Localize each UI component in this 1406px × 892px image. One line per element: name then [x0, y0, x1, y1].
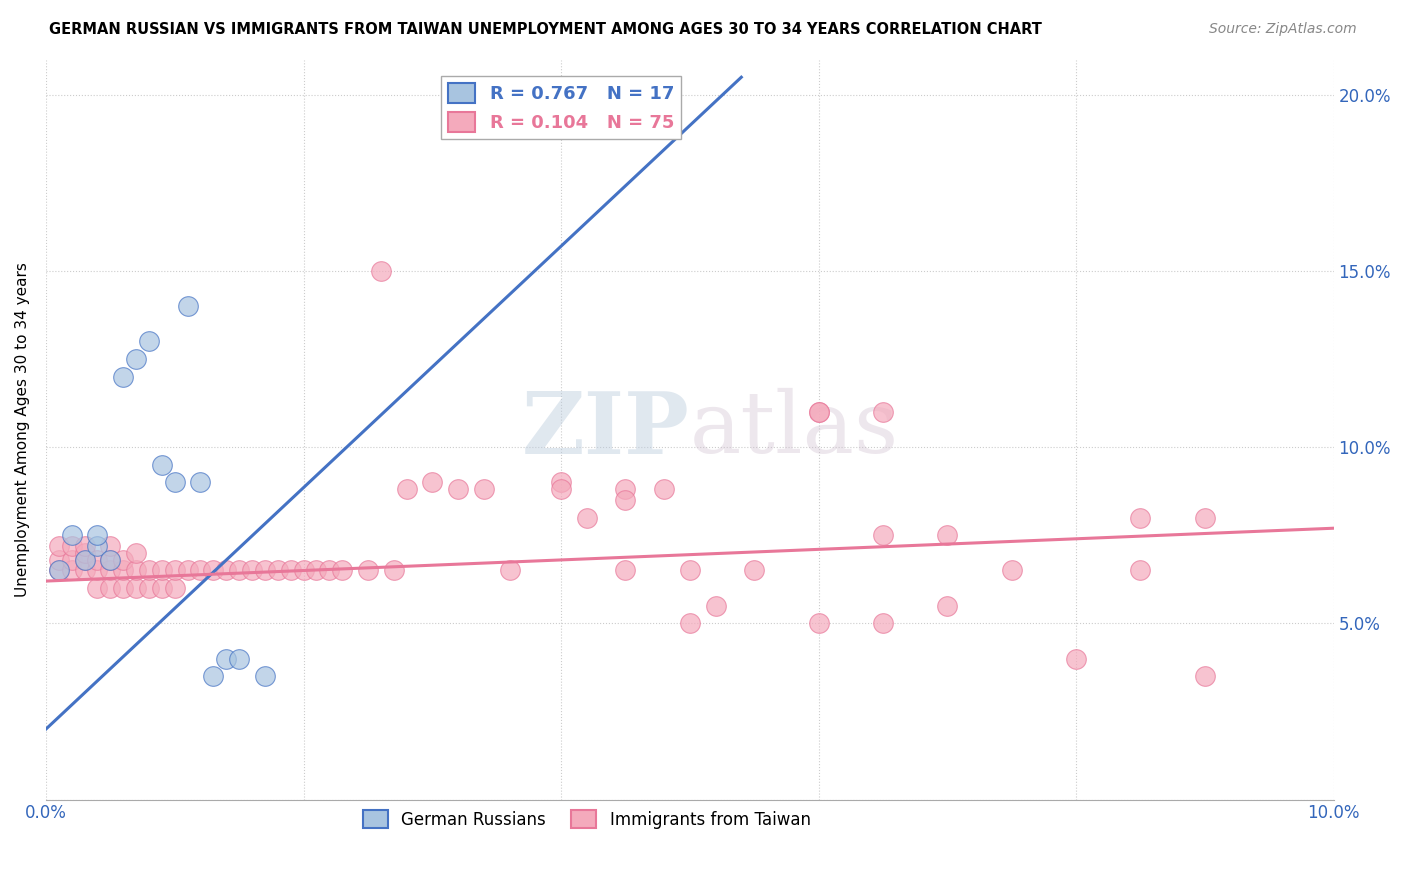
Point: [1194, 669, 1216, 683]
Point: [150, 581, 173, 595]
Point: [240, 564, 263, 578]
Point: [1194, 510, 1216, 524]
Point: [872, 405, 894, 419]
Point: [112, 581, 135, 595]
Point: [614, 564, 637, 578]
Point: [86, 528, 108, 542]
Point: [652, 483, 675, 497]
Point: [112, 553, 135, 567]
Point: [1064, 651, 1087, 665]
Point: [190, 564, 212, 578]
Point: [48, 539, 70, 553]
Point: [253, 669, 276, 683]
Point: [936, 599, 959, 613]
Text: GERMAN RUSSIAN VS IMMIGRANTS FROM TAIWAN UNEMPLOYMENT AMONG AGES 30 TO 34 YEARS : GERMAN RUSSIAN VS IMMIGRANTS FROM TAIWAN…: [49, 22, 1042, 37]
Point: [138, 581, 160, 595]
Point: [112, 564, 135, 578]
Point: [679, 616, 702, 631]
Point: [1129, 510, 1152, 524]
Point: [125, 352, 148, 367]
Point: [202, 564, 225, 578]
Point: [73, 546, 96, 560]
Point: [305, 564, 328, 578]
Point: [112, 369, 135, 384]
Point: [138, 334, 160, 349]
Text: atlas: atlas: [690, 388, 898, 471]
Point: [98, 553, 121, 567]
Point: [228, 651, 250, 665]
Point: [498, 564, 520, 578]
Point: [86, 564, 108, 578]
Point: [1001, 564, 1024, 578]
Point: [125, 564, 148, 578]
Point: [614, 483, 637, 497]
Point: [73, 539, 96, 553]
Point: [73, 564, 96, 578]
Point: [98, 553, 121, 567]
Point: [267, 564, 290, 578]
Point: [176, 299, 198, 313]
Point: [73, 553, 96, 567]
Point: [330, 564, 353, 578]
Point: [86, 553, 108, 567]
Point: [614, 493, 637, 508]
Text: Source: ZipAtlas.com: Source: ZipAtlas.com: [1209, 22, 1357, 37]
Point: [86, 581, 108, 595]
Point: [807, 405, 830, 419]
Point: [202, 669, 225, 683]
Point: [48, 553, 70, 567]
Point: [253, 564, 276, 578]
Point: [150, 458, 173, 472]
Point: [228, 564, 250, 578]
Point: [86, 539, 108, 553]
Point: [176, 564, 198, 578]
Text: ZIP: ZIP: [522, 387, 690, 472]
Point: [48, 564, 70, 578]
Point: [98, 564, 121, 578]
Point: [679, 564, 702, 578]
Point: [318, 564, 340, 578]
Point: [125, 546, 148, 560]
Point: [550, 475, 572, 490]
Point: [163, 581, 186, 595]
Point: [357, 564, 380, 578]
Point: [936, 528, 959, 542]
Point: [742, 564, 765, 578]
Point: [125, 581, 148, 595]
Point: [60, 539, 83, 553]
Point: [550, 483, 572, 497]
Point: [73, 553, 96, 567]
Point: [150, 564, 173, 578]
Point: [292, 564, 315, 578]
Point: [807, 616, 830, 631]
Point: [420, 475, 443, 490]
Point: [447, 483, 470, 497]
Point: [370, 264, 392, 278]
Point: [190, 475, 212, 490]
Point: [872, 528, 894, 542]
Y-axis label: Unemployment Among Ages 30 to 34 years: Unemployment Among Ages 30 to 34 years: [15, 262, 30, 597]
Legend: German Russians, Immigrants from Taiwan: German Russians, Immigrants from Taiwan: [356, 804, 817, 836]
Point: [807, 405, 830, 419]
Point: [60, 528, 83, 542]
Point: [280, 564, 302, 578]
Point: [1129, 564, 1152, 578]
Point: [215, 651, 238, 665]
Point: [98, 539, 121, 553]
Point: [575, 510, 598, 524]
Point: [872, 616, 894, 631]
Point: [472, 483, 495, 497]
Point: [138, 564, 160, 578]
Point: [382, 564, 405, 578]
Point: [98, 581, 121, 595]
Point: [215, 564, 238, 578]
Point: [60, 553, 83, 567]
Point: [60, 564, 83, 578]
Point: [48, 564, 70, 578]
Point: [704, 599, 727, 613]
Point: [395, 483, 418, 497]
Point: [163, 475, 186, 490]
Point: [163, 564, 186, 578]
